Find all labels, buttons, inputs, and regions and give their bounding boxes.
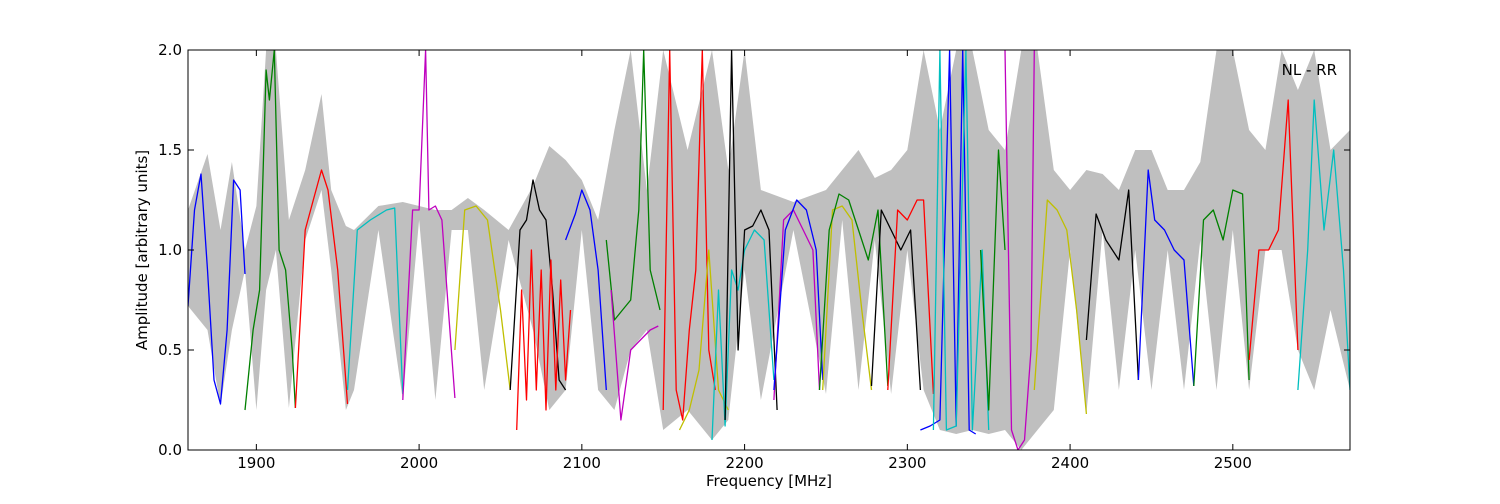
series-line-24 (979, 149, 1006, 411)
series-line-8 (516, 249, 572, 431)
series-line-25 (1004, 50, 1035, 450)
series-line-7 (509, 179, 567, 391)
x-axis: 1900 2000 2100 2200 2300 2400 2500 (237, 50, 1252, 472)
x-tick-label: 2000 (400, 454, 438, 472)
y-tick-label: 1.5 (158, 141, 182, 159)
series-line-1 (188, 173, 246, 405)
x-tick-label: 1900 (237, 454, 275, 472)
series-line-26 (1033, 199, 1088, 415)
x-tick-label: 2100 (563, 454, 601, 472)
series-line-28 (1137, 169, 1195, 387)
series-line-5 (402, 50, 456, 401)
y-axis: 0.0 0.5 1.0 1.5 2.0 (158, 41, 1350, 459)
plot-annotation: NL - RR (1282, 61, 1337, 79)
series-line-16 (773, 209, 821, 401)
series-line-11 (610, 289, 659, 421)
series-line-18 (822, 205, 873, 391)
series-line-21 (887, 199, 935, 395)
x-tick-label: 2400 (1051, 454, 1089, 472)
series-line-30 (1248, 99, 1299, 361)
x-tick-label: 2200 (725, 454, 763, 472)
x-tick-label: 2300 (888, 454, 926, 472)
x-tick-label: 2500 (1214, 454, 1252, 472)
series-line-6 (454, 205, 511, 391)
series-layer (188, 50, 1350, 450)
envelope-layer (188, 50, 1350, 450)
y-tick-label: 2.0 (158, 41, 182, 59)
series-line-23 (932, 50, 990, 431)
series-line-15 (724, 50, 778, 421)
x-axis-label: Frequency [MHz] (706, 472, 832, 490)
series-line-19 (818, 193, 889, 391)
series-line-3 (294, 169, 349, 409)
series-line-9 (564, 189, 607, 391)
series-line-13 (678, 249, 729, 431)
series-line-14 (711, 229, 775, 441)
series-line-2 (244, 50, 297, 411)
y-tick-label: 0.0 (158, 441, 182, 459)
series-line-29 (1193, 189, 1250, 387)
series-line-31 (1297, 99, 1350, 391)
y-axis-label: Amplitude [arbitrary units] (133, 150, 151, 350)
y-tick-label: 0.5 (158, 341, 182, 359)
series-line-4 (346, 207, 404, 395)
envelope-band (188, 50, 1350, 450)
series-line-27 (1085, 189, 1140, 381)
series-line-22 (920, 50, 977, 435)
series-line-10 (605, 50, 661, 321)
series-line-17 (773, 199, 824, 391)
y-tick-label: 1.0 (158, 241, 182, 259)
series-line-12 (662, 50, 716, 421)
